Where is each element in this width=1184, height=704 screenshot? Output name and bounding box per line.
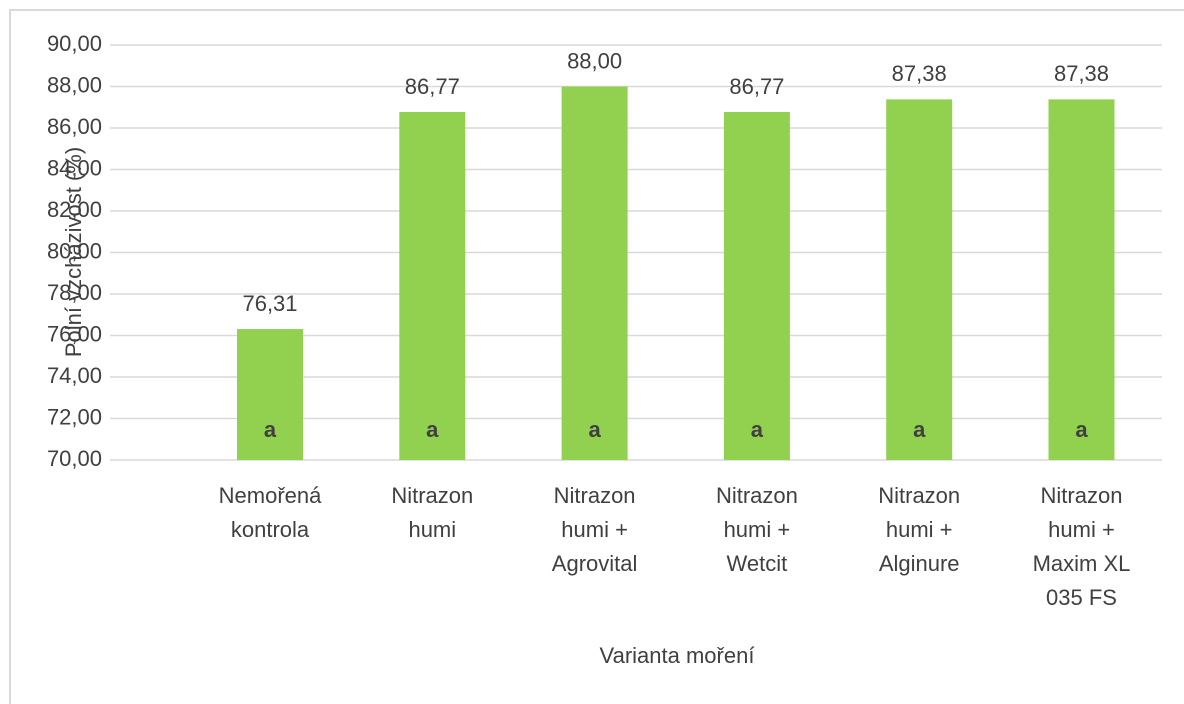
- group-label: a: [426, 417, 439, 442]
- x-tick-label: Nitrazon: [1041, 483, 1123, 508]
- value-label: 86,77: [729, 74, 784, 99]
- bar: [886, 99, 953, 461]
- bar: [561, 86, 628, 460]
- value-label: 86,77: [405, 74, 460, 99]
- x-axis-label: Varianta moření: [600, 643, 755, 668]
- x-tick-label: humi +: [561, 517, 628, 542]
- x-tick-label: Wetcit: [727, 551, 788, 576]
- x-tick-label: Nemořená: [219, 483, 322, 508]
- x-tick-label: Nitrazon: [716, 483, 798, 508]
- x-tick-label: Nitrazon: [554, 483, 636, 508]
- x-tick-label: kontrola: [231, 517, 310, 542]
- value-label: 87,38: [1054, 61, 1109, 86]
- y-tick-label: 80,00: [47, 238, 102, 263]
- value-label: 87,38: [892, 61, 947, 86]
- group-label: a: [1075, 417, 1088, 442]
- x-tick-label: Nitrazon: [391, 483, 473, 508]
- y-tick-label: 84,00: [47, 155, 102, 180]
- y-tick-label: 90,00: [47, 31, 102, 56]
- y-tick-label: 82,00: [47, 197, 102, 222]
- y-tick-label: 76,00: [47, 321, 102, 346]
- x-tick-label: humi: [408, 517, 456, 542]
- y-tick-label: 70,00: [47, 446, 102, 471]
- group-label: a: [588, 417, 601, 442]
- y-tick-label: 74,00: [47, 363, 102, 388]
- x-tick-label: Nitrazon: [878, 483, 960, 508]
- value-label: 88,00: [567, 48, 622, 73]
- x-tick-label: humi +: [724, 517, 791, 542]
- y-tick-label: 78,00: [47, 280, 102, 305]
- bar: [1048, 99, 1115, 461]
- value-label: 76,31: [242, 291, 297, 316]
- y-tick-label: 72,00: [47, 404, 102, 429]
- x-tick-label: 035 FS: [1046, 585, 1117, 610]
- x-tick-label: humi +: [1048, 517, 1115, 542]
- y-tick-label: 86,00: [47, 114, 102, 139]
- y-tick-label: 88,00: [47, 72, 102, 97]
- bar: [399, 112, 466, 461]
- group-label: a: [751, 417, 764, 442]
- x-tick-label: Maxim XL: [1033, 551, 1131, 576]
- x-tick-label: Agrovital: [552, 551, 638, 576]
- y-axis-label: Polní vzcházivost (%): [61, 147, 86, 357]
- group-label: a: [264, 417, 277, 442]
- bar: [237, 329, 303, 460]
- x-tick-label: Alginure: [879, 551, 960, 576]
- x-tick-label: humi +: [886, 517, 953, 542]
- group-label: a: [913, 417, 926, 442]
- bar: [723, 112, 790, 461]
